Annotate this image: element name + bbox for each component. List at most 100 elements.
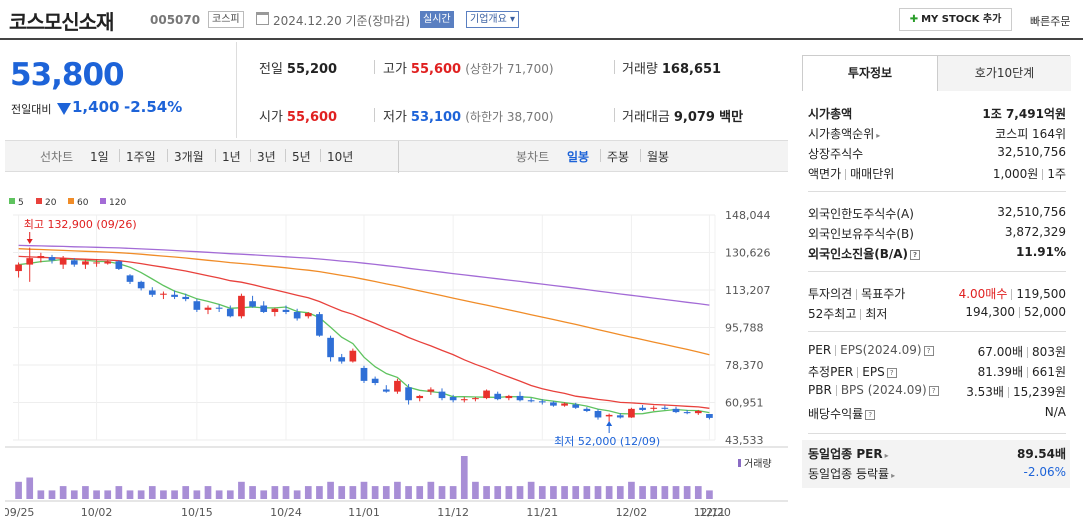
candle-body bbox=[527, 400, 535, 402]
ma-legend-label: 60 bbox=[77, 198, 89, 208]
volume-bar bbox=[115, 486, 123, 499]
period-10y[interactable]: 10년 bbox=[327, 150, 354, 164]
amount-value: 9,079 bbox=[673, 110, 715, 125]
volume-bar bbox=[572, 486, 580, 499]
divider bbox=[600, 149, 601, 162]
high-value: 55,600 bbox=[410, 62, 462, 77]
candle-body bbox=[538, 401, 546, 403]
candle-body bbox=[327, 337, 334, 358]
info-label-text: 목표주가 bbox=[861, 287, 906, 301]
info-row: 52주최고 최저 194,300 52,000 bbox=[808, 305, 1066, 325]
info-label: 배당수익률? bbox=[808, 405, 876, 422]
candle-weekly[interactable]: 주봉 bbox=[607, 150, 630, 164]
volume-bar bbox=[104, 490, 112, 499]
chart-svg: 148,044 130,626 113,207 95,788 78,370 60,951 4… bbox=[3, 198, 788, 519]
volume-bar bbox=[70, 490, 78, 499]
group-divider bbox=[808, 191, 1066, 192]
info-label-text: 52주최고 bbox=[808, 307, 857, 321]
volume-bar bbox=[594, 486, 602, 499]
tab-order-book[interactable]: 호가10단계 bbox=[937, 56, 1071, 91]
info-value-text: N/A bbox=[1044, 405, 1066, 419]
candle-body bbox=[193, 301, 201, 310]
info-row: 배당수익률? N/A bbox=[808, 405, 1066, 425]
info-row: 투자의견 목표주가 4.00매수 119,500 bbox=[808, 285, 1066, 305]
period-3m[interactable]: 3개월 bbox=[174, 150, 204, 164]
volume-bar bbox=[182, 486, 190, 499]
volume-bar bbox=[460, 456, 468, 499]
period-3y[interactable]: 3년 bbox=[257, 150, 276, 164]
volume-bar bbox=[226, 490, 234, 499]
help-icon[interactable]: ? bbox=[910, 249, 921, 260]
divider bbox=[119, 149, 120, 162]
info-value-text: 1주 bbox=[1047, 167, 1066, 181]
low-label: 저가 bbox=[383, 110, 407, 125]
ma-line-120 bbox=[18, 244, 710, 306]
market-tag: 코스피 bbox=[208, 11, 244, 28]
upper-limit: (상한가 71,700) bbox=[465, 62, 554, 76]
prev-close-value: 55,200 bbox=[286, 62, 338, 77]
candle-body bbox=[494, 393, 502, 400]
divider bbox=[857, 367, 859, 378]
help-icon[interactable]: ? bbox=[865, 409, 876, 420]
volume-bar bbox=[93, 490, 100, 499]
candle-body bbox=[82, 261, 89, 265]
info-value-text: 15,239원 bbox=[1012, 385, 1066, 399]
candle-body bbox=[405, 387, 412, 401]
volume-bar bbox=[304, 486, 312, 499]
divider bbox=[1027, 367, 1029, 378]
help-icon[interactable]: ? bbox=[928, 385, 939, 396]
volume-bar bbox=[538, 486, 546, 499]
divider bbox=[250, 149, 251, 162]
candle-body bbox=[605, 414, 613, 417]
candle-chart-label: 봉차트 bbox=[516, 150, 550, 164]
info-label: 상장주식수 bbox=[808, 145, 863, 162]
realtime-button[interactable]: 실시간 bbox=[420, 11, 454, 28]
low-value: 53,100 bbox=[410, 110, 462, 125]
open-value: 55,600 bbox=[286, 110, 338, 125]
period-5y[interactable]: 5년 bbox=[292, 150, 311, 164]
x-tick-label: 12/20 bbox=[699, 506, 731, 519]
chevron-down-icon: ▾ bbox=[510, 14, 516, 25]
caret-right-icon[interactable]: ▸ bbox=[876, 131, 881, 140]
ma-line-5 bbox=[18, 258, 710, 415]
info-label-text: PER bbox=[808, 343, 832, 357]
period-1d[interactable]: 1일 bbox=[90, 150, 109, 164]
info-row: 동일업종 등락률 ▸ -2.06% bbox=[808, 465, 1066, 485]
candle-monthly[interactable]: 월봉 bbox=[647, 150, 670, 164]
info-value: 89.54배 bbox=[1017, 445, 1066, 462]
divider bbox=[1011, 289, 1013, 300]
help-icon[interactable]: ? bbox=[886, 367, 897, 378]
prev-close-label: 전일 bbox=[259, 62, 283, 77]
volume-bar bbox=[48, 490, 56, 499]
price-chart[interactable]: 148,044 130,626 113,207 95,788 78,370 60,951 4… bbox=[3, 185, 788, 525]
x-tick-label: 11/21 bbox=[526, 506, 558, 519]
candle-body bbox=[706, 414, 713, 418]
divider bbox=[845, 169, 847, 180]
caret-right-icon[interactable]: ▸ bbox=[884, 451, 889, 460]
candle-body bbox=[639, 407, 646, 410]
y-tick-label: 78,370 bbox=[725, 359, 764, 372]
volume-bar bbox=[148, 486, 156, 499]
info-value-text: 119,500 bbox=[1016, 287, 1066, 301]
period-1w[interactable]: 1주일 bbox=[126, 150, 156, 164]
info-value-text: 11.91% bbox=[1016, 245, 1066, 259]
amount-label: 거래대금 bbox=[622, 110, 670, 125]
candle-body bbox=[215, 307, 223, 309]
prev-close: 전일 55,200 bbox=[259, 58, 337, 77]
tab-investment-info[interactable]: 투자정보 bbox=[803, 56, 937, 91]
candle-body bbox=[360, 367, 368, 381]
quick-order-button[interactable]: 빠른주문 bbox=[1030, 15, 1071, 28]
help-icon[interactable]: ? bbox=[923, 345, 934, 356]
volume-bar bbox=[137, 490, 145, 499]
period-1y[interactable]: 1년 bbox=[222, 150, 241, 164]
change-percent: -2.54% bbox=[124, 98, 183, 116]
add-my-stock-button[interactable]: ✚ MY STOCK 추가 bbox=[899, 8, 1012, 31]
company-overview-button[interactable]: 기업개요 ▾ bbox=[466, 11, 520, 28]
candle-body bbox=[48, 257, 56, 261]
info-value: N/A bbox=[1045, 405, 1066, 419]
volume-bar bbox=[628, 481, 635, 499]
divider bbox=[215, 149, 216, 162]
caret-right-icon[interactable]: ▸ bbox=[891, 471, 896, 480]
candle-daily[interactable]: 일봉 bbox=[567, 150, 590, 164]
low-arrow-head bbox=[606, 421, 613, 426]
